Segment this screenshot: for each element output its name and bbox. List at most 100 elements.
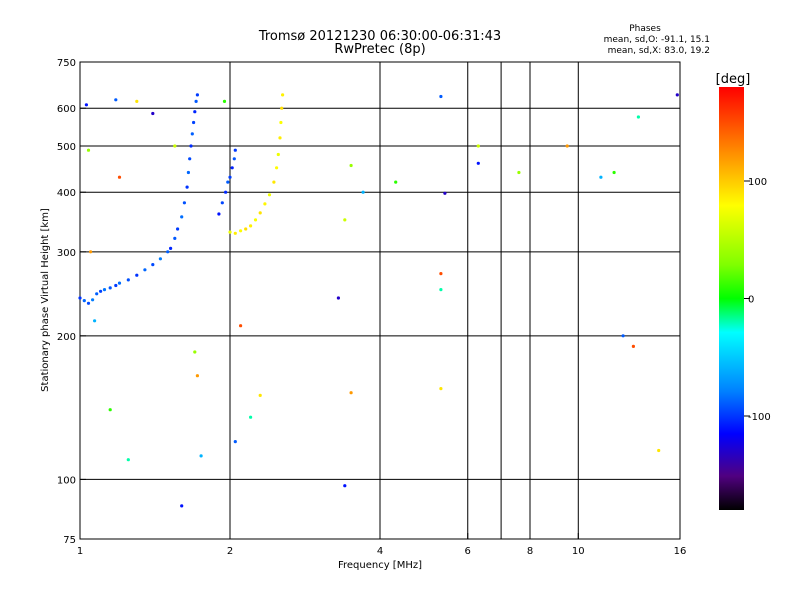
data-point — [151, 263, 155, 267]
data-point — [135, 99, 139, 103]
data-point — [182, 201, 186, 205]
colorbar-tick-label: 0 — [748, 295, 754, 306]
data-point — [99, 289, 103, 293]
data-point — [233, 440, 237, 444]
data-point — [180, 504, 184, 508]
y-tick-label: 750 — [57, 58, 76, 69]
data-point — [476, 144, 480, 148]
data-point — [102, 288, 107, 292]
data-point — [258, 393, 262, 397]
y-tick-label: 300 — [57, 248, 76, 259]
data-point — [276, 152, 280, 157]
data-point — [439, 272, 443, 276]
data-points — [78, 93, 679, 508]
y-tick-label: 400 — [57, 188, 76, 199]
data-point — [621, 334, 625, 338]
data-point — [117, 175, 122, 179]
data-point — [180, 215, 184, 219]
data-point — [228, 230, 232, 234]
y-tick-label: 200 — [57, 332, 76, 343]
x-tick-label: 1 — [77, 546, 83, 557]
data-point — [78, 296, 82, 300]
data-point — [86, 301, 91, 305]
colorbar — [719, 87, 744, 510]
data-point — [361, 190, 365, 194]
data-point — [217, 212, 221, 216]
data-point — [86, 148, 91, 152]
data-point — [108, 408, 112, 412]
data-point — [126, 458, 130, 462]
data-point — [349, 391, 353, 395]
chart-title: Tromsø 20121230 06:30:00-06:31:43 — [258, 29, 501, 44]
data-point — [336, 296, 340, 300]
data-point — [267, 193, 272, 197]
y-tick-label: 500 — [57, 142, 76, 153]
data-point — [253, 218, 258, 222]
grid-lines — [80, 62, 680, 539]
data-point — [91, 298, 95, 302]
data-point — [186, 170, 190, 175]
data-point — [95, 292, 99, 296]
y-tick-label: 75 — [63, 535, 76, 546]
data-point — [517, 170, 521, 175]
x-tick-label: 2 — [227, 546, 233, 557]
data-point — [244, 227, 248, 231]
data-point — [226, 180, 230, 184]
data-point — [343, 218, 347, 222]
x-tick-label: 16 — [674, 546, 687, 557]
data-point — [195, 93, 199, 97]
chart-subtitle: RwPretec (8p) — [334, 42, 425, 57]
data-point — [233, 148, 237, 152]
data-point — [565, 144, 569, 148]
x-tick-label: 10 — [572, 546, 585, 557]
data-point — [222, 99, 227, 103]
y-tick-label: 100 — [57, 475, 76, 486]
colorbar-label: [deg] — [716, 72, 751, 87]
data-point — [193, 110, 197, 114]
colorbar-tick-label: 100 — [748, 177, 767, 188]
data-point — [89, 250, 93, 254]
data-point — [280, 106, 284, 110]
data-point — [631, 344, 636, 348]
data-point — [220, 201, 224, 205]
data-point — [476, 161, 480, 165]
data-point — [239, 229, 243, 233]
y-tick-label: 600 — [57, 104, 76, 115]
data-point — [343, 484, 347, 488]
data-point — [169, 246, 173, 250]
data-point — [93, 319, 97, 323]
data-point — [279, 120, 283, 125]
data-point — [126, 278, 130, 282]
data-point — [636, 115, 641, 119]
data-point — [192, 120, 196, 125]
data-point — [394, 180, 398, 184]
data-point — [258, 211, 262, 215]
x-tick-label: 8 — [527, 546, 533, 557]
data-point — [173, 236, 177, 240]
axis-ticks: 1 2 4 6 8 10 16 75 100 200 300 400 500 600 750 — [57, 58, 686, 557]
data-point — [176, 227, 180, 231]
legend-line-x: mean, sd,X: 83.0, 19.2 — [608, 46, 710, 56]
data-point — [194, 99, 198, 103]
data-point — [233, 231, 237, 235]
data-point — [263, 202, 267, 206]
data-point — [278, 136, 282, 140]
x-axis-label: Frequency [MHz] — [338, 560, 422, 571]
data-point — [232, 157, 236, 161]
data-point — [143, 268, 147, 272]
data-point — [82, 299, 86, 303]
data-point — [275, 166, 279, 170]
data-point — [249, 415, 253, 419]
data-point — [151, 111, 155, 116]
data-point — [166, 250, 170, 254]
data-point — [599, 175, 603, 179]
data-point — [199, 454, 203, 458]
data-point — [195, 374, 199, 378]
data-point — [228, 175, 232, 179]
data-point — [272, 180, 276, 184]
data-point — [675, 93, 679, 97]
data-point — [230, 166, 234, 170]
data-point — [84, 103, 88, 107]
colorbar-ticks: 100 0 -100 — [744, 177, 771, 423]
data-point — [349, 163, 353, 168]
